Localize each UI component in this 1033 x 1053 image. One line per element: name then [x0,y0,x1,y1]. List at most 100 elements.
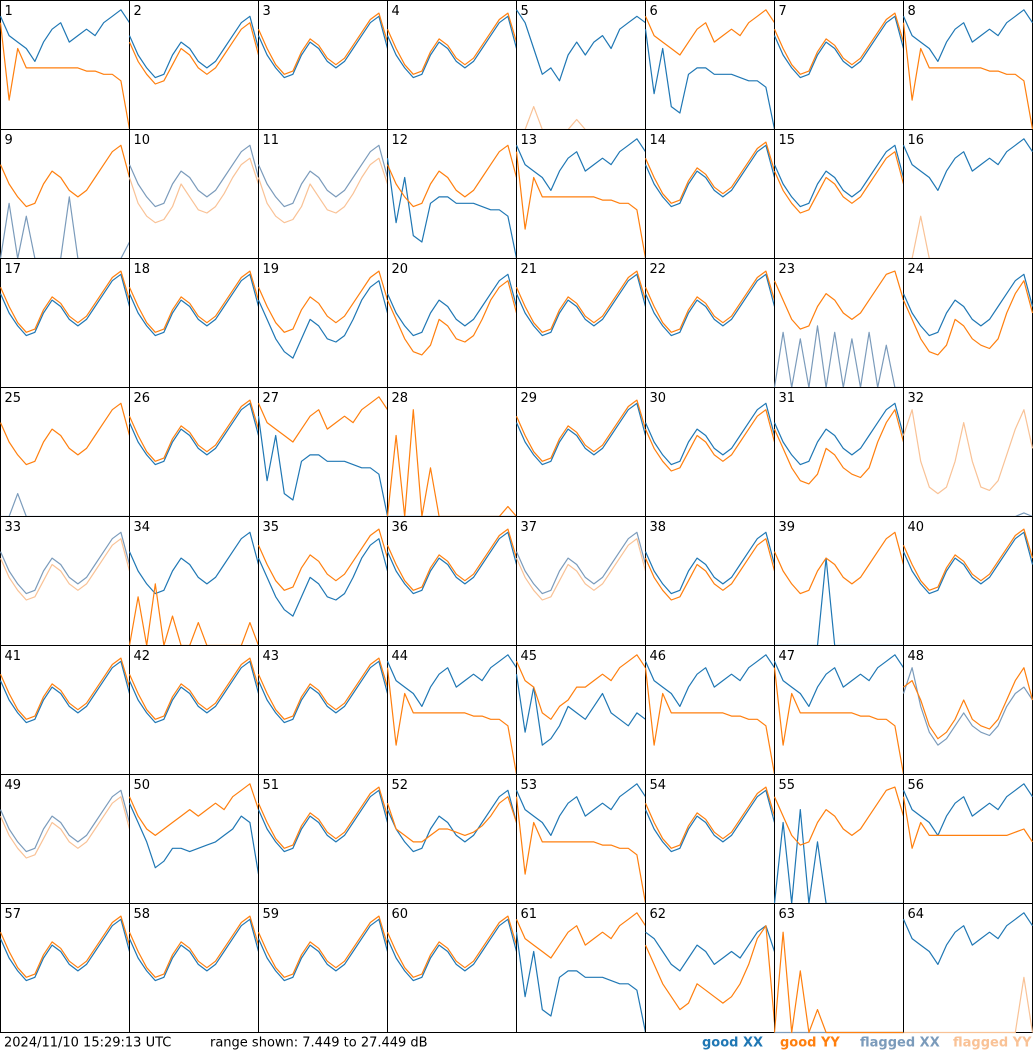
panel-frame [129,645,259,775]
spectrum-line [644,273,776,337]
panel-frame [516,903,646,1033]
panel-title: 53 [521,778,538,793]
panel-frame [387,258,517,388]
panel-frame [129,774,259,904]
panel-frame [903,129,1033,259]
spectrum-line [773,325,904,389]
panel-frame [903,903,1033,1033]
panel-frame [774,645,904,775]
panel-frame [516,258,646,388]
spectrum-line [773,15,905,79]
panel-frame [774,0,904,130]
panel-frame [129,903,259,1033]
panel-title: 41 [5,649,22,664]
panel-title: 56 [908,778,925,793]
spectrum-line [644,144,776,208]
spectrum-line [386,654,517,707]
panel-frame [129,258,259,388]
panel-title: 31 [779,391,796,406]
spectrum-line [773,531,905,595]
panel-title: 58 [134,907,151,922]
spectrum-line [386,915,518,978]
legend-entry: flagged YY [953,1036,1032,1051]
spectrum-line [902,409,1033,495]
panel-title: 17 [5,262,22,277]
spectrum-line [128,22,260,85]
spectrum-line [386,789,518,853]
spectrum-line [773,144,905,208]
spectrum-line [386,280,518,356]
panel-title: 52 [392,778,409,793]
spectrum-line [128,273,260,337]
panel-title: 4 [392,4,400,19]
spectrum-line [128,157,260,224]
panel-title: 27 [263,391,280,406]
spectrum-line [0,796,131,859]
panel-frame [387,903,517,1033]
spectrum-line [0,918,131,982]
panel-frame [516,0,646,130]
spectrum-line [257,660,389,724]
panel-title: 45 [521,649,538,664]
spectrum-line [386,796,518,843]
panel-title: 32 [908,391,925,406]
spectrum-line [386,918,518,982]
spectrum-line [515,273,647,337]
spectrum-line [644,786,776,849]
panel-frame [903,258,1033,388]
panel-title: 63 [779,907,796,922]
panel-frame [516,387,646,517]
panel-frame [774,129,904,259]
panel-frame [774,903,904,1033]
spectrum-line [386,531,518,595]
panel-title: 5 [521,4,529,19]
spectrum-line [644,9,775,56]
panel-title: 25 [5,391,22,406]
spectrum-line [0,270,131,333]
spectrum-line [257,528,389,591]
legend-entry: good YY [780,1036,840,1051]
panel-frame [258,516,388,646]
panel-frame [258,387,388,517]
spectrum-line [257,786,389,849]
spectrum-line [902,9,1033,62]
panel-frame [645,258,775,388]
spectrum-line [773,654,904,707]
panel-frame [516,645,646,775]
spectrum-line [773,402,905,466]
spectrum-line [773,12,905,75]
panel-title: 35 [263,520,280,535]
panel-frame [258,129,388,259]
panel-title: 3 [263,4,271,19]
spectrum-line [0,144,131,208]
spectrum-line [128,802,260,875]
legend-entry: flagged XX [860,1036,940,1051]
spectrum-line [644,531,776,595]
panel-frame [0,903,130,1033]
spectrum-line [515,932,647,1033]
spectrum-line [644,141,776,204]
spectrum-line [128,144,260,208]
spectrum-line [257,157,389,224]
panel-frame [645,0,775,130]
spectrum-line [644,270,776,333]
panel-title: 60 [392,907,409,922]
panel-title: 7 [779,4,787,19]
panel-title: 2 [134,4,142,19]
spectrum-line [0,22,131,130]
spectrum-line [0,915,131,978]
spectrum-line [386,15,518,79]
spectrum-line [0,9,130,62]
spectrum-line [128,915,260,978]
spectrum-line [644,789,776,853]
panel-title: 24 [908,262,925,277]
spectrum-line [0,531,131,595]
spectrum-line [257,918,389,982]
panel-frame [129,387,259,517]
panel-frame [903,0,1033,130]
spectrum-line [644,29,776,130]
spectrum-line [644,654,775,707]
panel-frame [387,645,517,775]
